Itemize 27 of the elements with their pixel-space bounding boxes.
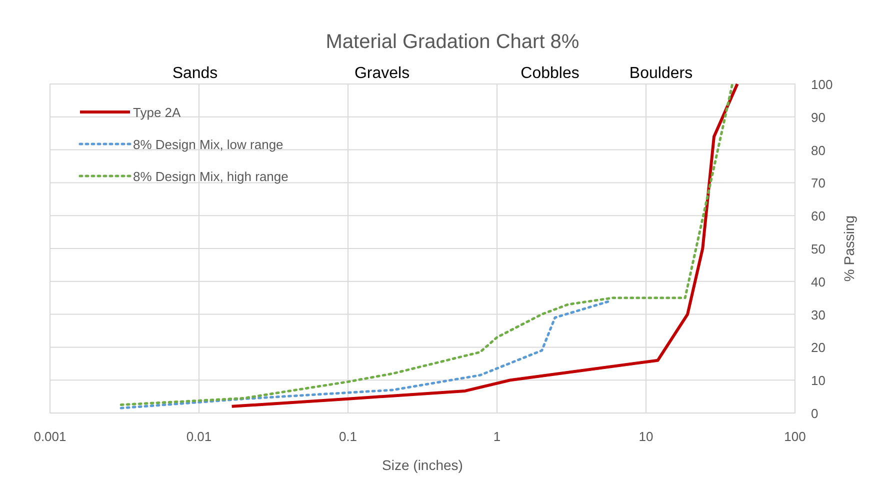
- y-tick-label: 20: [811, 340, 826, 356]
- y-tick-label: 0: [811, 406, 818, 421]
- x-tick-label: 100: [784, 429, 806, 444]
- text: Cobbles: [520, 65, 580, 82]
- y-tick-label: 40: [811, 274, 826, 290]
- x-tick-label: 0.1: [338, 429, 358, 444]
- x-tick-label: 1: [493, 429, 501, 444]
- x-tick-label: 0.01: [186, 429, 212, 444]
- y-tick-label: 70: [811, 176, 826, 191]
- x-axis-title: Size (inches): [382, 457, 463, 473]
- legend-label: 8% Design Mix, low range: [133, 137, 284, 152]
- chart-title: Material Gradation Chart 8%: [326, 31, 580, 53]
- x-tick-label: 10: [638, 429, 654, 444]
- text: Gravels: [354, 65, 410, 82]
- text: Sands: [172, 65, 218, 82]
- x-tick-label: 0.001: [34, 429, 66, 444]
- y-axis-title: % Passing: [841, 215, 857, 282]
- y-tick-label: 10: [811, 373, 826, 388]
- y-tick-label: 100: [811, 77, 833, 92]
- y-tick-label: 80: [811, 142, 826, 158]
- y-tick-label: 50: [811, 242, 826, 256]
- text: Boulders: [629, 65, 693, 82]
- y-tick-label: 60: [811, 208, 826, 224]
- y-tick-label: 30: [811, 307, 826, 322]
- legend-label: Type 2A: [133, 105, 182, 120]
- y-tick-label: 90: [811, 110, 826, 125]
- legend-label: 8% Design Mix, high range: [133, 169, 288, 184]
